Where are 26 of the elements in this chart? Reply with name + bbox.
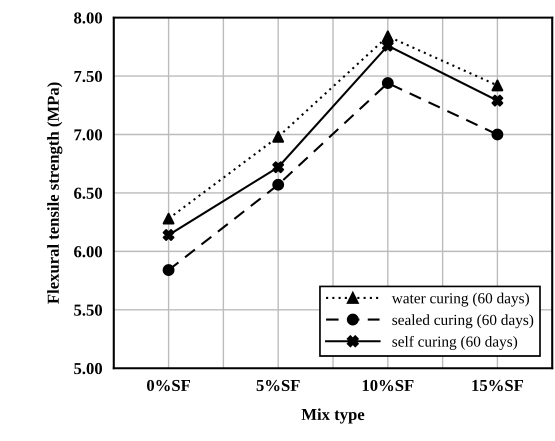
x-tick-label: 10%SF <box>362 380 414 392</box>
point <box>162 229 174 241</box>
point <box>272 178 284 191</box>
x-axis-title: Mix type <box>302 408 364 424</box>
y-tick-label: 5.50 <box>74 304 102 316</box>
point <box>272 161 284 174</box>
x-tick-label: 15%SF <box>472 380 524 392</box>
point <box>492 128 504 140</box>
y-tick-label: 7.50 <box>74 70 102 82</box>
y-axis-title: Flexural tensile strength (MPa) <box>47 82 62 304</box>
point <box>272 130 284 143</box>
y-tick-label: 7.00 <box>74 129 102 141</box>
point <box>162 264 174 276</box>
point <box>382 77 394 89</box>
x-tick-label: 0%SF <box>146 380 190 392</box>
legend-label: self curing (60 days) <box>392 336 518 350</box>
x-tick-label: 5%SF <box>256 380 300 392</box>
point <box>162 212 174 225</box>
y-tick-label: 8.00 <box>74 12 102 24</box>
legend-label: sealed curing (60 days) <box>392 314 534 328</box>
legend-label: water curing (60 days) <box>392 292 529 307</box>
y-tick-label: 6.00 <box>74 246 102 258</box>
point <box>492 80 504 92</box>
point <box>492 94 504 107</box>
y-tick-label: 5.00 <box>74 362 102 374</box>
y-tick-label: 6.50 <box>74 188 102 199</box>
